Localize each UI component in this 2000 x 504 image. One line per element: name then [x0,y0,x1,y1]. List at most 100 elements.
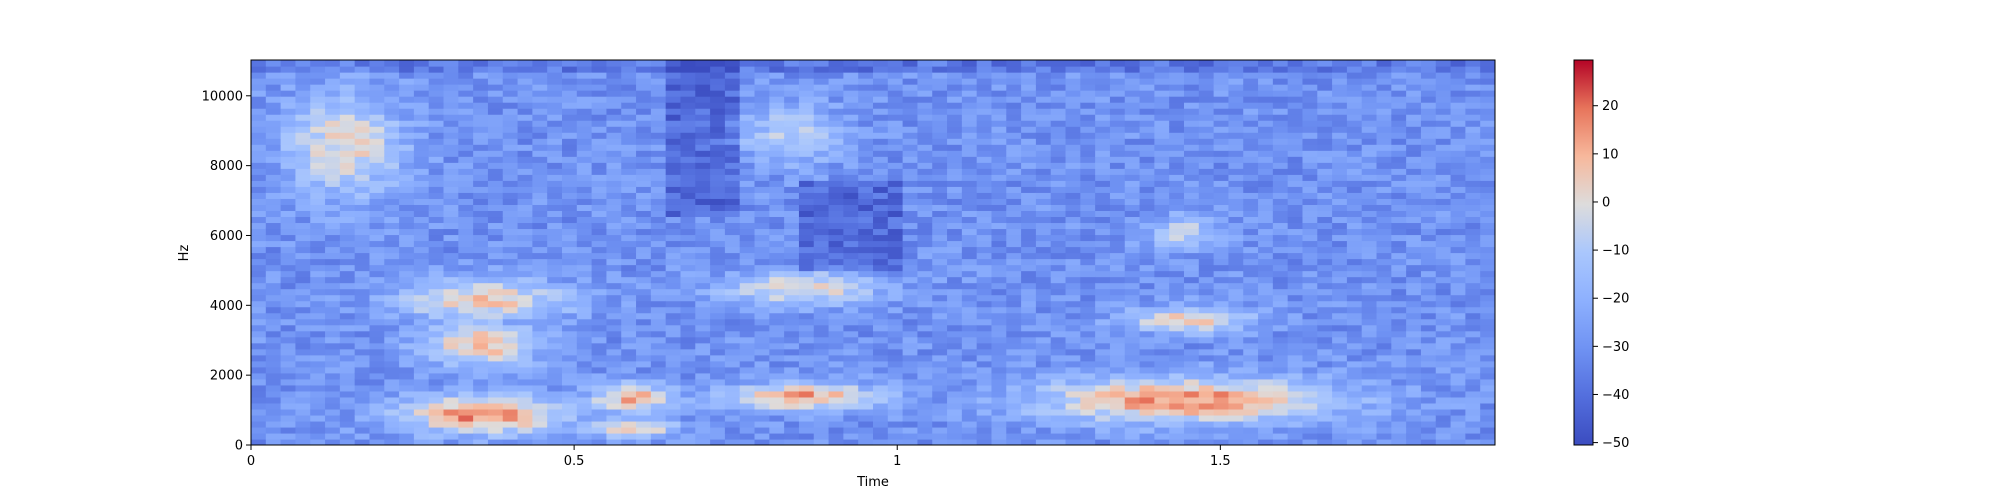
spectrogram-cell [724,234,741,242]
spectrogram-cell [562,300,578,308]
spectrogram-cell [917,402,933,410]
spectrogram-cell [1065,306,1081,314]
spectrogram-cell [443,216,459,224]
spectrogram-cell [1095,120,1111,127]
spectrogram-cell [502,366,519,374]
spectrogram-cell [487,246,504,254]
spectrogram-cell [562,402,578,410]
spectrogram-cell [295,186,311,193]
spectrogram-cell [369,342,385,350]
spectrogram-cell [710,72,726,79]
spectrogram-cell [384,126,400,133]
spectrogram-cell [1272,144,1289,151]
spectrogram-cell [828,354,844,362]
spectrogram-cell [295,246,311,254]
spectrogram-cell [428,84,445,91]
spectrogram-cell [280,378,297,386]
spectrogram-cell [710,150,726,157]
spectrogram-cell [1169,390,1185,398]
spectrogram-cell [1169,324,1185,332]
spectrogram-cell [961,204,978,211]
spectrogram-cell [310,324,326,332]
spectrogram-cell [1376,372,1392,380]
spectrogram-cell [502,360,519,368]
spectrogram-cell [769,300,785,308]
spectrogram-cell [280,144,297,151]
spectrogram-cell [1050,150,1067,157]
spectrogram-cell [1198,66,1215,73]
spectrogram-cell [576,252,593,260]
spectrogram-cell [384,84,400,91]
spectrogram-cell [547,306,563,314]
spectrogram-cell [591,138,608,145]
spectrogram-cell [428,384,445,392]
spectrogram-cell [532,168,548,175]
spectrogram-cell [798,120,815,127]
spectrogram-cell [413,150,430,157]
spectrogram-cell [1065,60,1081,67]
spectrogram-cell [1006,330,1022,338]
spectrogram-cell [902,60,919,67]
spectrogram-cell [1169,270,1185,278]
spectrogram-cell [1376,312,1392,320]
spectrogram-cell [1228,246,1244,254]
spectrogram-cell [665,126,682,133]
spectrogram-cell [1184,258,1200,266]
spectrogram-cell [1317,264,1333,272]
spectrogram-cell [1184,252,1200,260]
spectrogram-cell [917,102,933,109]
spectrogram-cell [858,108,874,115]
spectrogram-cell [487,174,504,181]
spectrogram-cell [576,120,593,127]
spectrogram-cell [739,330,756,338]
spectrogram-cell [1391,372,1407,380]
spectrogram-cell [784,60,800,67]
spectrogram-cell [265,306,282,314]
spectrogram-cell [325,246,341,254]
spectrogram-cell [1198,420,1215,428]
spectrogram-cell [1080,126,1096,133]
spectrogram-cell [310,66,326,73]
spectrogram-cell [1035,186,1052,193]
spectrogram-cell [1184,126,1200,133]
spectrogram-cell [902,396,919,404]
spectrogram-cell [265,162,282,169]
spectrogram-cell [665,378,682,386]
spectrogram-cell [1065,336,1081,344]
spectrogram-cell [873,138,889,145]
spectrogram-cell [710,216,726,224]
spectrogram-cell [695,312,711,320]
spectrogram-cell [1124,210,1141,218]
spectrogram-cell [710,162,726,169]
spectrogram-cell [1243,240,1259,248]
spectrogram-cell [1021,372,1037,380]
spectrogram-cell [310,132,326,139]
spectrogram-cell [1035,366,1052,374]
spectrogram-cell [399,390,415,398]
spectrogram-cell [843,330,859,338]
spectrogram-cell [873,318,889,326]
spectrogram-cell [650,294,667,302]
spectrogram-cell [976,156,993,163]
spectrogram-cell [1198,192,1215,199]
spectrogram-cell [1095,300,1111,308]
spectrogram-cell [532,174,548,181]
spectrogram-cell [399,258,415,266]
spectrogram-cell [947,90,963,97]
spectrogram-cell [1139,336,1155,344]
spectrogram-cell [858,330,874,338]
spectrogram-cell [502,378,519,386]
spectrogram-cell [1272,396,1289,404]
spectrogram-cell [932,204,948,211]
spectrogram-cell [1184,372,1200,380]
spectrogram-cell [251,234,267,242]
spectrogram-cell [576,390,593,398]
spectrogram-cell [399,216,415,224]
spectrogram-cell [1124,342,1141,350]
spectrogram-cell [295,84,311,91]
spectrogram-cell [828,402,844,410]
spectrogram-cell [1317,366,1333,374]
spectrogram-cell [1198,276,1215,284]
spectrogram-cell [384,306,400,314]
spectrogram-cell [680,120,696,127]
